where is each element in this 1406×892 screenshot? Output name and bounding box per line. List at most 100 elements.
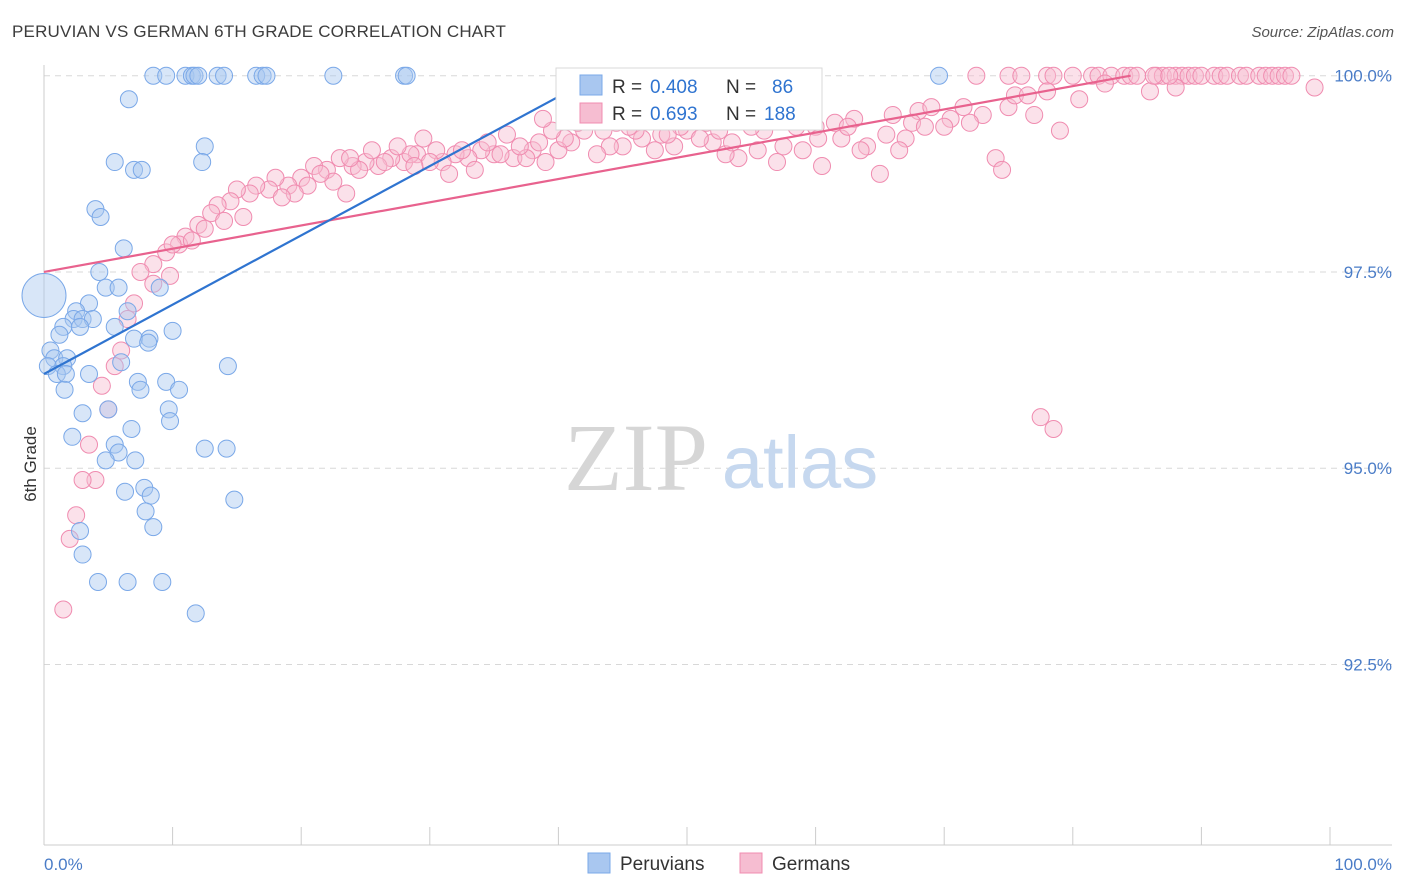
peruvians-point [99,400,118,419]
peruvians-point [141,486,160,505]
germans-point [1185,66,1204,85]
germans-point [67,506,86,525]
germans-point [1144,66,1163,85]
germans-point [587,145,606,164]
peruvians-point [116,482,135,501]
peruvians-point [118,302,137,321]
germans-point [1256,66,1275,85]
peruvians-point [56,365,75,383]
y-tick-label: 100.0% [1334,67,1392,86]
grid-lines [44,75,1392,665]
germans-series [54,66,1324,619]
germans-point [1166,78,1185,97]
germans-point [993,160,1012,179]
germans-point [227,180,246,199]
peruvians-r-value: 0.408 [650,77,698,98]
peruvians-point [73,404,92,423]
germans-point [1038,66,1057,85]
germans-point [1070,90,1089,109]
germans-legend-swatch [579,102,603,124]
germans-point [1115,66,1134,85]
peruvians-point [105,153,124,172]
watermark-atlas: atlas [722,421,878,504]
germans-point [1128,66,1147,85]
germans-point [414,129,433,148]
x-tick-label-min: 0.0% [44,855,83,874]
peruvians-point [185,66,204,85]
germans-point [510,137,529,156]
peruvians-point [112,353,131,372]
peruvians-point [324,66,343,85]
germans-point [1063,66,1082,85]
peruvians-point [163,321,182,340]
germans-point [427,141,446,160]
peruvians-point [257,66,276,85]
peruvians-point [80,365,99,383]
peruvians-point [118,573,137,592]
peruvians-point [114,239,133,258]
germans-point [1044,66,1063,85]
peruvians-point [89,573,108,592]
germans-point [497,125,516,144]
germans-point [536,153,555,172]
germans-point [1012,66,1031,85]
germans-point [530,133,549,152]
germans-point [1153,66,1172,85]
peruvians-point [397,66,416,85]
peruvians-point [132,160,151,179]
germans-r-label: R = [612,104,642,125]
peruvians-point [126,451,145,470]
germans-point [1211,66,1230,85]
peruvians-n-value: 86 [772,77,793,98]
germans-point [1179,66,1198,85]
germans-point [813,156,832,175]
peruvians-point [186,604,205,623]
chart-title: PERUVIAN VS GERMAN 6TH GRADE CORRELATION… [12,22,507,41]
germans-point [234,208,253,226]
peruvians-point [161,412,180,431]
peruvians-point [96,451,115,470]
peruvians-point [119,90,138,109]
peruvians-point [63,427,82,446]
germans-point [870,164,889,183]
peruvians-point [144,518,163,537]
germans-point [330,149,349,168]
germans-point [967,66,986,85]
germans-point [1282,66,1301,85]
peruvians-point [930,66,949,85]
peruvians-n-label: N = [726,77,756,98]
germans-point [80,435,99,454]
germans-point [665,137,684,156]
peruvians-trend-line [43,77,594,375]
peruvians-point [96,278,115,297]
germans-point [793,141,812,160]
germans-point [1230,66,1249,85]
germans-trend-line [43,74,1131,274]
germans-point [272,188,291,207]
germans-point [86,470,105,489]
peruvians-r-label: R = [612,77,642,98]
top-legend: R = 0.408 N = 86 R = 0.693 N = 188 [555,67,823,131]
peruvians-point [157,66,176,85]
peruvians-point [71,317,90,336]
germans-point [375,153,394,172]
germans-point [1205,66,1224,85]
peruvians-point [91,208,110,226]
germans-point [986,149,1005,168]
germans-point [1173,66,1192,85]
germans-point [883,105,902,124]
peruvians-point [253,66,272,85]
germans-r-value: 0.693 [650,104,698,125]
y-tick-label: 97.5% [1344,263,1392,282]
germans-point [877,125,896,144]
germans-point [690,129,709,148]
germans-point [1050,121,1069,140]
germans-point [1237,66,1256,85]
peruvians-point [193,153,212,172]
peruvians-point [136,502,155,521]
peruvians-bottom-label: Peruvians [620,854,705,875]
germans-point [549,141,568,160]
germans-point [1250,66,1269,85]
peruvians-bottom-swatch [587,852,611,874]
y-tick-labels: 92.5% 95.0% 97.5% 100.0% [1334,67,1392,675]
